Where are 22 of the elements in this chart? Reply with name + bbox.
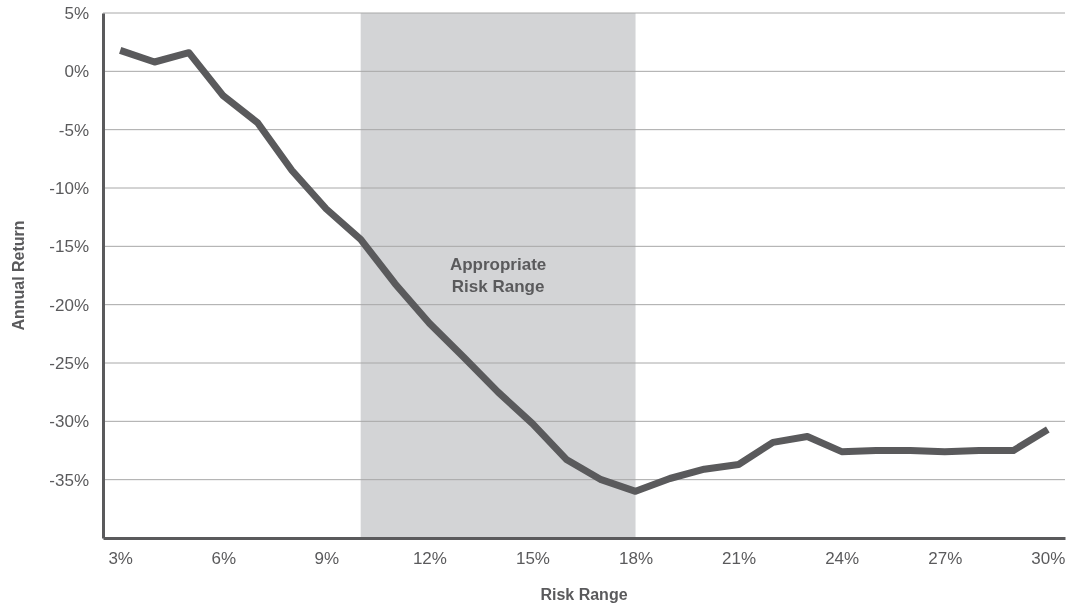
y-tick-label: -15% [49, 237, 89, 257]
y-tick-label: -5% [58, 120, 89, 140]
y-tick-label: -20% [49, 295, 89, 315]
x-tick-label: 21% [722, 549, 757, 569]
x-tick-label: 6% [211, 549, 237, 569]
y-tick-label: -30% [49, 412, 89, 432]
band-label: Appropriate Risk Range [449, 255, 547, 296]
x-axis-title: Risk Range [540, 586, 628, 603]
y-tick-label: -35% [49, 470, 89, 490]
x-tick-label: 27% [928, 549, 963, 569]
x-tick-label: 15% [515, 549, 550, 569]
x-tick-label: 24% [825, 549, 860, 569]
y-tick-label: 0% [64, 62, 89, 82]
x-tick-label: 3% [108, 549, 133, 569]
x-tick-label: 9% [314, 549, 340, 569]
x-tick-label: 30% [1031, 549, 1066, 569]
y-tick-label: 5% [64, 3, 89, 23]
x-tick-label: 18% [619, 549, 654, 569]
y-tick-label: -10% [49, 178, 89, 198]
x-tick-label: 12% [412, 549, 447, 569]
y-axis-title: Annual Return [10, 220, 27, 331]
y-tick-label: -25% [49, 353, 89, 373]
